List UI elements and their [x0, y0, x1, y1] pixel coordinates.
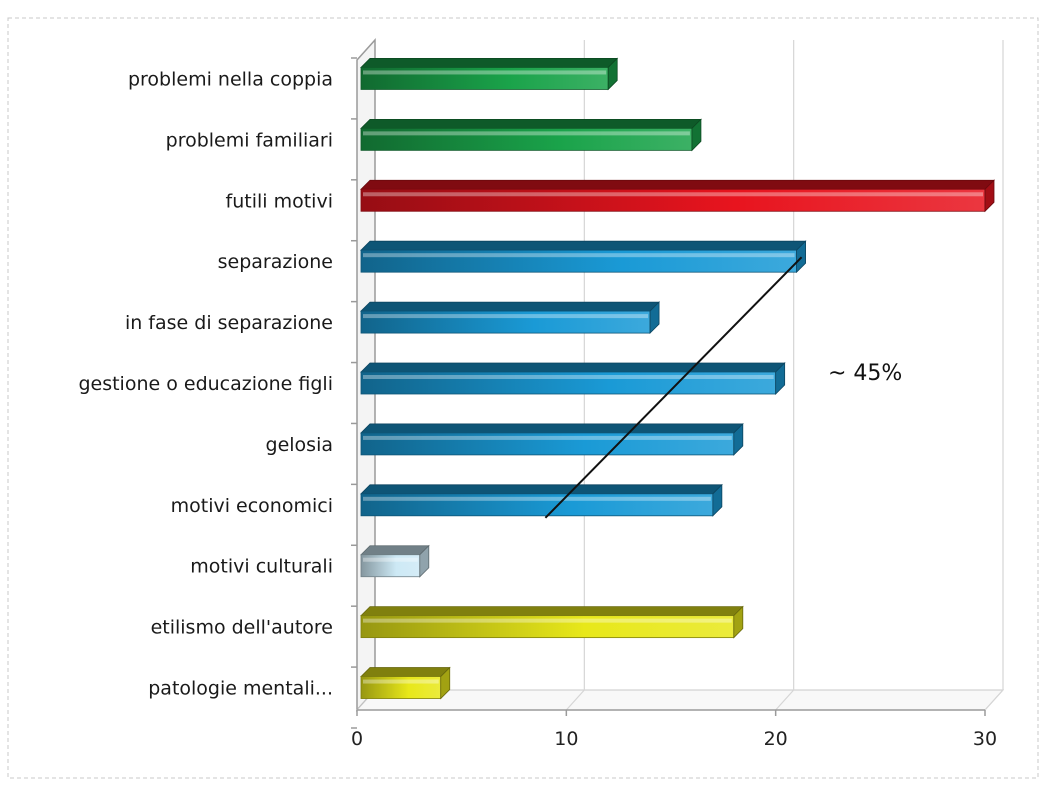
bar-side-face: [712, 483, 723, 517]
bar-top-face: [360, 362, 786, 373]
bar: [360, 301, 661, 335]
bar: [360, 240, 807, 274]
bar-highlight: [363, 496, 711, 501]
bar-highlight: [363, 557, 418, 562]
category-label: in fase di separazione: [125, 312, 333, 334]
gridline-floor: [984, 689, 1004, 711]
bar-side-face: [775, 362, 786, 395]
bar-side-face: [607, 57, 618, 91]
bar-highlight: [363, 192, 983, 197]
annotation-label: ~ 45%: [828, 361, 902, 386]
bar: [360, 362, 786, 395]
category-label: gestione o educazione figli: [78, 373, 333, 395]
category-label: problemi nella coppia: [128, 68, 333, 90]
bar-side-face: [440, 666, 451, 700]
bar: [360, 483, 723, 517]
x-tick-labels: 0 10 20 30: [351, 709, 997, 750]
bar-top-face: [360, 301, 661, 312]
floor: [355, 689, 1005, 711]
bars: [360, 57, 995, 700]
bar-highlight: [363, 679, 439, 684]
bar: [360, 605, 744, 639]
x-tick-label: 30: [973, 728, 997, 750]
category-label: etilismo dell'autore: [151, 617, 333, 639]
bar-top-face: [360, 606, 744, 617]
bar-top-face: [360, 240, 807, 251]
bar-side-face: [984, 179, 995, 213]
bar-top-face: [360, 118, 702, 129]
x-tick-label: 20: [764, 728, 788, 750]
bar: [360, 57, 619, 91]
bar-highlight: [363, 375, 774, 379]
category-label: gelosia: [266, 434, 333, 456]
bar-top-face: [360, 545, 430, 556]
bar-side-face: [733, 605, 744, 639]
gridline-floor: [565, 689, 585, 711]
x-tick-label: 10: [554, 728, 578, 750]
bar-top-face: [360, 179, 995, 190]
category-label: problemi familiari: [166, 129, 333, 151]
chart-frame: [7, 17, 1039, 779]
bar-top-face: [360, 484, 723, 495]
bar: [360, 422, 744, 456]
category-label: motivi economici: [171, 495, 333, 517]
bar: [360, 118, 702, 152]
bar-highlight: [363, 314, 649, 319]
bar-highlight: [363, 253, 795, 258]
x-tick-label: 0: [351, 728, 363, 750]
bar-highlight: [363, 131, 690, 136]
bar-highlight: [363, 435, 732, 440]
bar-highlight: [363, 618, 732, 623]
bar: [360, 666, 451, 700]
category-label: patologie mentali...: [148, 678, 333, 700]
bar-top-face: [360, 423, 744, 434]
bar-top-face: [360, 667, 451, 677]
bar-side-face: [796, 240, 806, 274]
bar-side-face: [649, 301, 660, 335]
category-labels: problemi nella coppia problemi familiari f…: [78, 68, 333, 699]
bar-highlight: [363, 70, 607, 75]
category-label: futili motivi: [226, 190, 333, 212]
bar-top-face: [360, 58, 619, 68]
bar: [360, 544, 430, 578]
annotation-line: [544, 256, 803, 519]
bar: [360, 179, 995, 213]
gridline-floor: [775, 689, 795, 711]
bar-side-face: [419, 544, 430, 578]
bar-side-face: [733, 422, 744, 456]
category-label: motivi culturali: [190, 556, 333, 578]
annotation: ~ 45%: [544, 256, 902, 519]
category-label: separazione: [218, 251, 333, 273]
bar-side-face: [691, 118, 702, 152]
